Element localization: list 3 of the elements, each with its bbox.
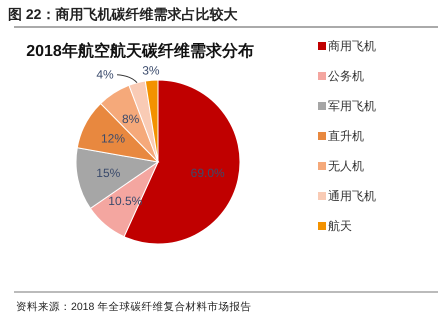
subtitle: 2018年航空航天碳纤维需求分布 <box>26 43 254 60</box>
title: 图 22：商用飞机碳纤维需求占比较大 <box>8 6 238 22</box>
annotation: 资料来源：2018 年全球碳纤维复合材料市场报告 <box>16 301 252 313</box>
